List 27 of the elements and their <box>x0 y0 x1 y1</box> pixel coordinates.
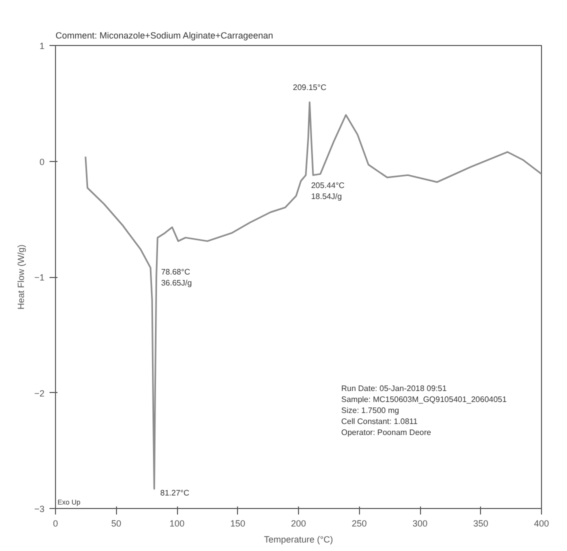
annotation: Operator: Poonam Deore <box>341 428 432 437</box>
chart-title: Comment: Miconazole+Sodium Alginate+Carrageenan <box>56 30 274 40</box>
annotation: 78.68°C 36.65J/g <box>161 268 192 288</box>
y-axis-title: Heat Flow (W/g) <box>16 244 26 310</box>
x-tick-label: 200 <box>290 518 306 528</box>
annotation: Size: 1.7500 mg <box>341 406 400 415</box>
annotation: 81.27°C <box>160 488 190 498</box>
annotation: Run Date: 05-Jan-2018 09:51 <box>341 384 448 393</box>
x-tick-label: 150 <box>230 518 246 528</box>
x-tick-label: 250 <box>352 518 367 528</box>
y-tick-label: 1 <box>39 41 45 51</box>
y-tick-label: 0 <box>39 156 45 167</box>
x-tick-label: 350 <box>473 518 488 528</box>
annotation: 205.44°C 18.54J/g <box>311 181 345 201</box>
x-tick-label: 400 <box>534 518 550 528</box>
y-tick-label: −3 <box>34 504 45 514</box>
x-tick-label: 300 <box>412 518 428 528</box>
annotation: 209.15°C <box>292 83 327 92</box>
y-tick-label: −2 <box>34 388 45 398</box>
x-axis-title: Temperature (°C) <box>264 534 334 544</box>
annotation: Cell Constant: 1.0811 <box>341 416 418 426</box>
line-series <box>84 101 542 490</box>
x-tick-label: 100 <box>169 518 185 528</box>
y-tick-label: −1 <box>34 272 45 282</box>
x-tick-label: 50 <box>111 518 122 528</box>
x-tick-label: 0 <box>52 518 58 528</box>
annotation: Sample: MC150603M_GQ9105401_20604051 <box>341 394 508 404</box>
